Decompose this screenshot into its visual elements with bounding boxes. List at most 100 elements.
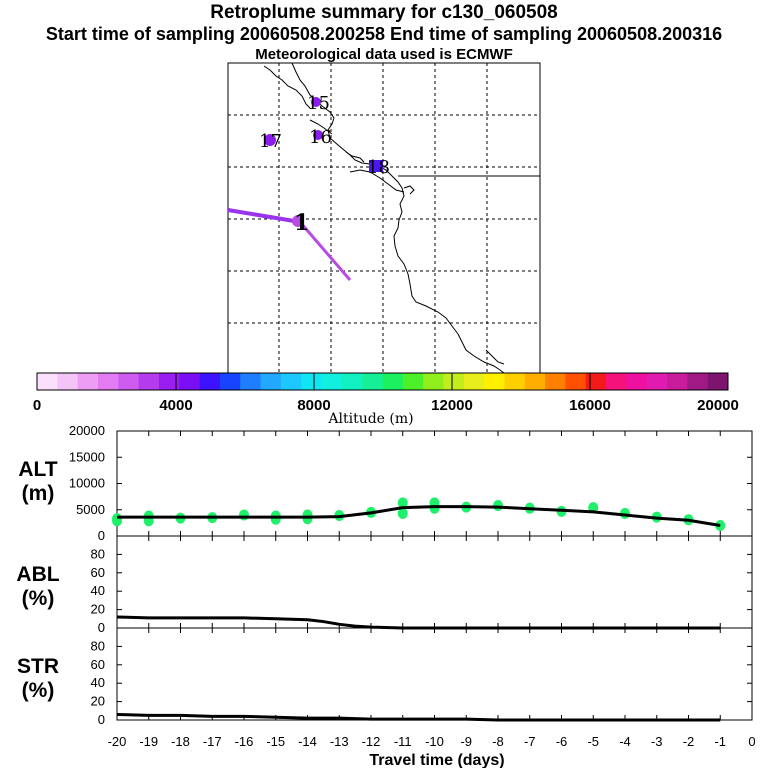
colorbar-tick-12000: 12000 — [431, 397, 473, 414]
cluster-labels: 15 16 17 18 1 — [259, 93, 390, 236]
y-tick-label: 60 — [91, 565, 105, 580]
panel-str: 0 20 40 60 80 STR (%) — [17, 627, 753, 727]
trajectory-segment-west — [227, 208, 301, 224]
panel-frame-abl — [116, 535, 753, 629]
colorbar-tick-0: 0 — [33, 397, 41, 414]
colorbar-cell — [667, 373, 688, 390]
alt-point — [397, 497, 408, 509]
colorbar-cell — [646, 373, 668, 390]
panel-abl: 0 20 40 60 80 ABL (%) — [16, 535, 753, 635]
colorbar-cell — [199, 373, 221, 390]
colorbar-cell — [260, 373, 282, 390]
retroplume-trajectory — [227, 208, 352, 281]
y-tick-label: 80 — [91, 546, 105, 561]
cluster-marker-16 — [313, 130, 323, 140]
colorbar-cell — [402, 373, 424, 390]
x-tick-label: -14 — [298, 734, 317, 749]
y-tick-label: 0 — [98, 620, 105, 635]
panel-label-str: STR (%) — [17, 655, 59, 702]
colorbar: 0 4000 8000 12000 16000 20000 Altitude (… — [33, 372, 739, 427]
cluster-marker-18 — [369, 160, 383, 172]
colorbar-cell — [301, 373, 323, 390]
panel-alt: 0 5000 10000 15000 20000 ALT (m) — [18, 423, 753, 543]
y-tick-label: 0 — [98, 712, 105, 727]
alt-point — [239, 509, 249, 521]
colorbar-cell — [179, 373, 201, 390]
y-tick-label: 40 — [91, 675, 105, 690]
map-graticule — [228, 63, 540, 373]
colorbar-tick-labels: 0 4000 8000 12000 16000 20000 — [33, 397, 739, 414]
y-tick-label: 10000 — [69, 476, 105, 491]
colorbar-cell — [504, 373, 526, 390]
colorbar-cell — [606, 373, 627, 390]
map-label-17: 17 — [259, 131, 282, 152]
time-series-panels: 0 5000 10000 15000 20000 ALT (m) 0 20 40 60 80 ABL (%… — [16, 423, 755, 749]
panel-frame-str — [116, 627, 753, 721]
y-tick-label: 80 — [91, 638, 105, 653]
x-tick-label: -3 — [651, 734, 663, 749]
map-label-16: 16 — [309, 127, 332, 148]
colorbar-cell — [362, 373, 383, 390]
colorbar-cell — [97, 373, 119, 390]
y-tick-label: 40 — [91, 583, 105, 598]
y-tick-label: 20000 — [69, 423, 105, 438]
colorbar-cell — [37, 373, 58, 390]
colorbar-cell — [585, 373, 607, 390]
met-data-note: Meteorological data used is ECMWF — [255, 46, 513, 63]
x-tick-labels: -20 -19 -18 -17 -16 -15 -14 -13 -12 -11 -10 -9 -8 -7-… — [108, 734, 756, 749]
x-tick-label: 0 — [748, 734, 755, 749]
x-tick-label: -9 — [460, 734, 472, 749]
map-label-1: 1 — [294, 210, 309, 236]
colorbar-cell — [118, 373, 140, 390]
map-label-18: 18 — [367, 157, 390, 178]
x-tick-label: -5 — [587, 734, 599, 749]
abl-line — [116, 615, 721, 630]
x-tick-label: -19 — [139, 734, 158, 749]
colorbar-cell — [341, 373, 363, 390]
colorbar-cell — [158, 373, 180, 390]
colorbar-cell — [443, 373, 465, 390]
colorbar-cell — [524, 373, 546, 390]
alt-median-line — [117, 505, 721, 527]
colorbar-cell — [382, 373, 404, 390]
y-tick-label: 5000 — [76, 502, 105, 517]
cluster-marker-1 — [292, 215, 304, 227]
colorbar-cell — [321, 373, 343, 390]
colorbar-frame — [36, 372, 729, 391]
colorbar-cell — [565, 373, 587, 390]
chart-title: Retroplume summary for c130_060508 — [210, 2, 558, 23]
colorbar-cell — [707, 373, 729, 390]
x-tick-label: -2 — [683, 734, 695, 749]
colorbar-cell — [626, 373, 648, 390]
str-line — [116, 712, 721, 722]
x-tick-label: -13 — [330, 734, 349, 749]
trajectory-segment-south — [298, 221, 352, 281]
x-tick-label: -7 — [524, 734, 536, 749]
colorbar-tick-16000: 16000 — [569, 397, 611, 414]
alt-point — [302, 513, 313, 525]
x-tick-label: -8 — [492, 734, 504, 749]
colorbar-major-ticks — [175, 373, 591, 390]
x-tick-label: -16 — [235, 734, 254, 749]
colorbar-cell — [219, 373, 241, 390]
alt-point — [397, 507, 408, 519]
colorbar-cell — [280, 373, 302, 390]
colorbar-title: Altitude (m) — [327, 411, 413, 427]
y-tick-label: 0 — [98, 528, 105, 543]
x-tick-label: -15 — [266, 734, 285, 749]
colorbar-cells — [37, 373, 729, 390]
x-tick-label: -10 — [425, 734, 444, 749]
colorbar-cell — [77, 373, 99, 390]
x-tick-label: -17 — [203, 734, 222, 749]
y-tick-label: 60 — [91, 657, 105, 672]
y-tick-label: 15000 — [69, 449, 105, 464]
x-tick-label: -18 — [171, 734, 190, 749]
colorbar-cell — [57, 373, 79, 390]
x-tick-label: -4 — [619, 734, 631, 749]
y-tick-label: 20 — [91, 602, 105, 617]
panel-label-abl: ABL (%) — [16, 563, 59, 610]
colorbar-cell — [240, 373, 262, 390]
colorbar-tick-8000: 8000 — [297, 397, 330, 414]
colorbar-cell — [423, 373, 444, 390]
